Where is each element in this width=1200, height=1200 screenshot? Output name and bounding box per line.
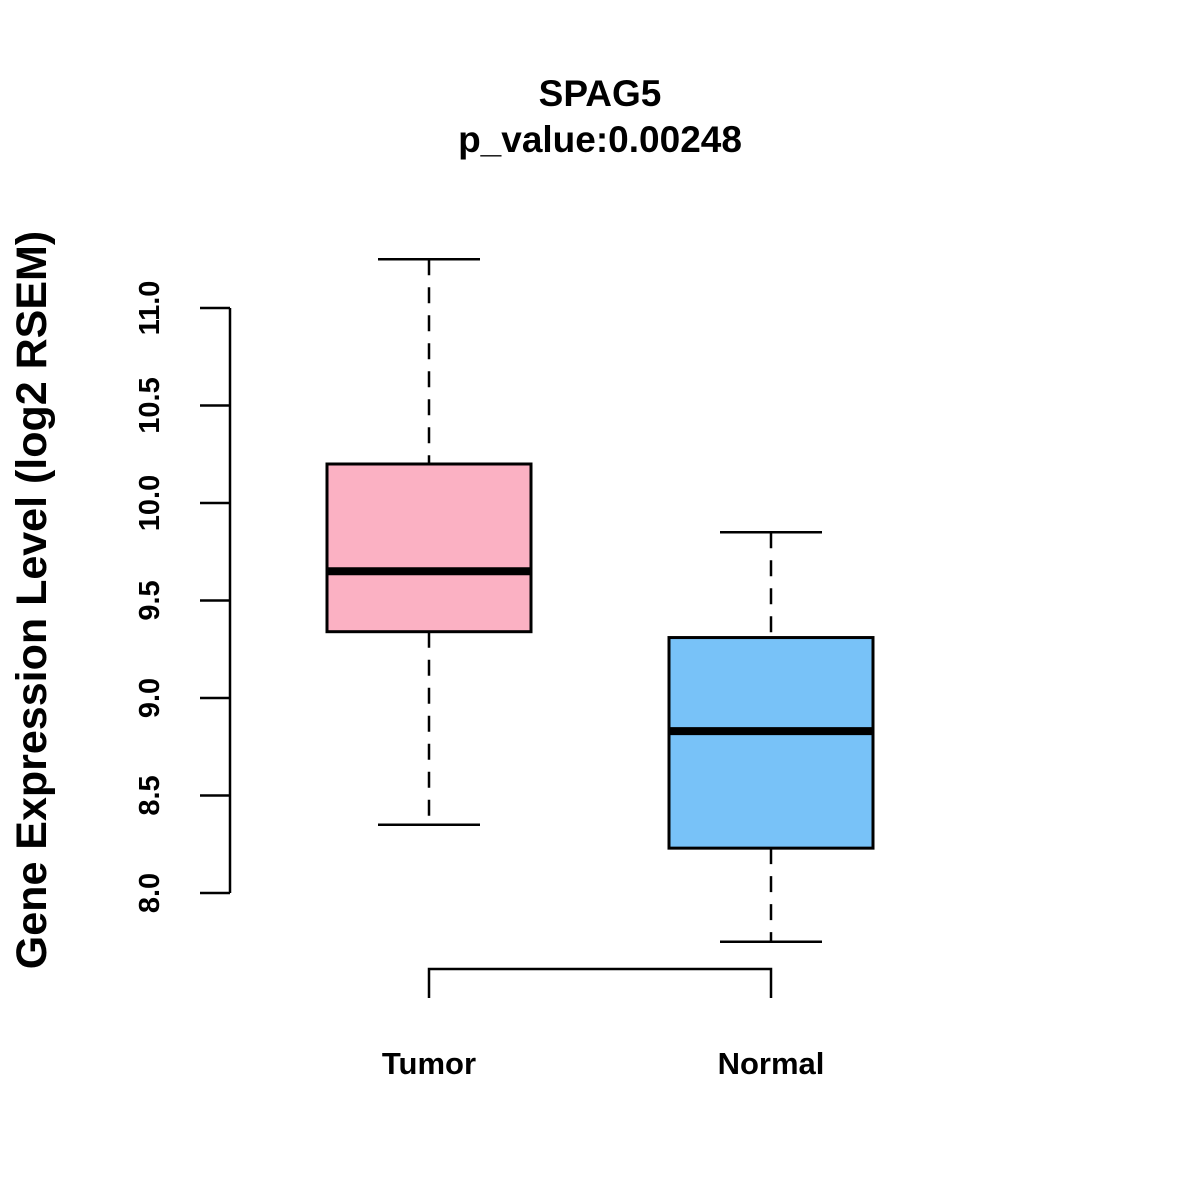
y-axis-label: Gene Expression Level (log2 RSEM): [8, 231, 56, 969]
y-tick-label: 10.5: [134, 377, 166, 433]
y-tick-label: 9.0: [134, 678, 166, 718]
category-label-normal: Normal: [718, 1046, 825, 1081]
y-tick-label: 8.0: [134, 873, 166, 913]
comparison-bracket: [427, 967, 773, 998]
chart-title: SPAG5: [539, 73, 662, 114]
y-tick-label: 8.5: [134, 775, 166, 815]
box-tumor: [325, 258, 533, 826]
box-normal: [667, 531, 875, 943]
category-label-tumor: Tumor: [382, 1046, 476, 1081]
chart-subtitle: p_value:0.00248: [458, 119, 742, 160]
iqr-box: [667, 636, 875, 850]
y-tick-label: 10.0: [134, 475, 166, 531]
iqr-box: [325, 462, 533, 634]
bracket-line: [427, 967, 773, 998]
y-tick-label: 11.0: [134, 281, 166, 336]
y-axis: 8.0 8.5 9.0 9.5 10.0 10.5 11.0: [134, 281, 232, 913]
box-series: [325, 258, 875, 943]
x-axis-categories: Tumor Normal: [382, 1046, 824, 1081]
y-tick-label: 9.5: [134, 580, 166, 620]
